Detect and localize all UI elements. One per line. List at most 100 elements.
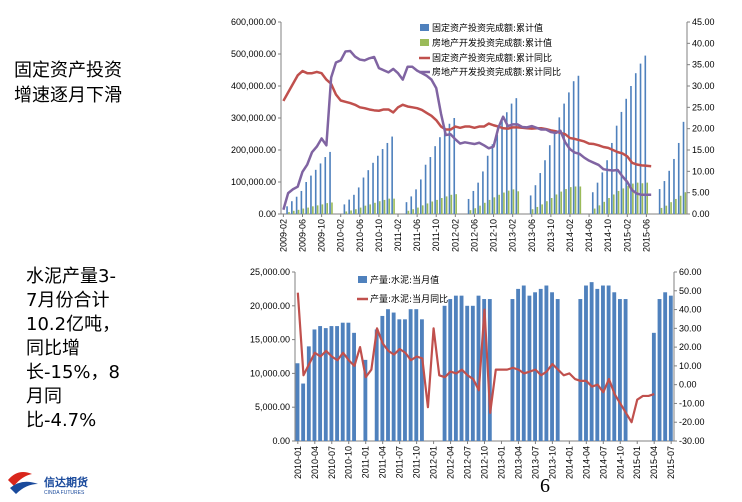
y-right-tick-label: 0.00 — [692, 209, 710, 219]
y-left-tick-label: 20,000.00 — [250, 301, 290, 311]
bar-secondary — [350, 210, 352, 214]
legend-label-fai-cumulative: 固定资产投资完成额:累计值 — [432, 22, 543, 34]
x-tick-label: 2012-10 — [489, 219, 499, 252]
bar-secondary — [431, 201, 434, 214]
bar-secondary — [679, 195, 682, 214]
x-tick-label: 2015-06 — [641, 219, 651, 252]
bar-primary — [414, 309, 419, 441]
bar-secondary — [484, 202, 486, 214]
bar-secondary — [546, 201, 548, 214]
bar-secondary — [441, 198, 443, 214]
bar-primary — [312, 329, 317, 441]
bar-primary — [630, 86, 632, 214]
bar-secondary — [498, 194, 500, 214]
bar-secondary — [536, 206, 539, 214]
bar-primary — [319, 163, 322, 214]
bar-primary — [639, 63, 642, 214]
x-tick-label: 2011-04 — [378, 446, 388, 478]
bar-primary — [589, 282, 594, 441]
bar-secondary — [660, 207, 663, 214]
bar-primary — [472, 190, 475, 214]
legend-label-cement-yoy: 产量:水泥:当月同比 — [370, 293, 448, 305]
bar-primary — [377, 155, 379, 214]
bar-secondary — [612, 194, 615, 214]
x-tick-label: 2013-10 — [546, 219, 556, 252]
bar-primary — [408, 309, 413, 441]
bar-primary — [318, 326, 323, 441]
bar-primary — [651, 332, 656, 441]
bar-secondary — [417, 207, 419, 214]
line-series-3 — [282, 49, 652, 211]
x-tick-label: 2015-02 — [622, 219, 632, 252]
bar-secondary — [321, 204, 324, 214]
bar-secondary — [426, 203, 429, 214]
cinda-futures-logo: 信达期货 CINDA FUTURES — [8, 472, 88, 496]
y-left-tick-label: 5,000.00 — [255, 402, 290, 412]
bar-secondary — [436, 199, 438, 214]
bar-primary — [380, 315, 385, 441]
bar-primary — [612, 292, 617, 441]
x-tick-label: 2015-04 — [649, 446, 659, 479]
bar-secondary — [312, 206, 314, 214]
bar-primary — [300, 190, 303, 214]
x-tick-label: 2010-04 — [310, 446, 320, 479]
bar-secondary — [302, 208, 305, 214]
bar-primary — [335, 326, 340, 441]
y-right-tick-label: 10.00 — [679, 361, 702, 371]
x-tick-label: 2014-10 — [615, 446, 625, 479]
bar-primary — [578, 299, 583, 441]
bar-primary — [538, 288, 543, 441]
bar-primary — [329, 326, 334, 441]
bar-secondary — [632, 183, 634, 214]
bar-primary — [348, 199, 350, 214]
bar-primary — [429, 157, 432, 214]
bar-primary — [363, 359, 368, 441]
bar-secondary — [383, 199, 386, 214]
y-left-tick-label: 600,000.00 — [231, 17, 276, 27]
bar-primary — [510, 103, 513, 214]
bar-primary — [657, 299, 662, 441]
bar-primary — [510, 299, 515, 441]
bar-primary — [606, 285, 611, 441]
line-series-2 — [282, 69, 652, 168]
y-left-tick-label: 25,000.00 — [250, 267, 290, 277]
bar-primary — [595, 288, 600, 441]
bar-secondary — [598, 205, 601, 214]
y-right-tick-label: 5.00 — [692, 188, 710, 198]
bar-primary — [677, 142, 680, 214]
bar-primary — [405, 202, 408, 214]
bar-primary — [606, 160, 608, 214]
bar-secondary — [574, 186, 577, 214]
bar-primary — [448, 123, 451, 214]
bar-secondary — [469, 210, 472, 214]
slide-title-cement: 水泥产量3-7月份合计10.2亿吨，同比增长-15%，8月同比-4.7% — [26, 266, 121, 431]
y-left-tick-label: 200,000.00 — [231, 145, 276, 155]
y-right-tick-label: 15.00 — [692, 145, 715, 155]
legend-label-cement-monthly: 产量:水泥:当月值 — [370, 274, 439, 286]
bar-primary — [314, 169, 317, 214]
bar-primary — [439, 137, 441, 214]
bar-primary — [577, 75, 580, 214]
y-left-tick-label: 300,000.00 — [231, 113, 276, 123]
x-tick-label: 2009-02 — [278, 219, 288, 252]
x-tick-label: 2015-07 — [666, 446, 676, 479]
bar-primary — [420, 319, 424, 441]
bar-secondary — [627, 185, 629, 214]
bar-primary — [391, 136, 393, 214]
bar-secondary — [507, 190, 510, 214]
x-tick-label: 2013-04 — [513, 446, 523, 479]
x-tick-label: 2013-07 — [530, 446, 540, 479]
bar-primary — [563, 103, 565, 214]
x-tick-label: 2014-10 — [603, 219, 613, 252]
y-left-tick-label: 15,000.00 — [250, 335, 290, 345]
bar-primary — [381, 149, 384, 214]
logo-en-text: CINDA FUTURES — [44, 490, 85, 496]
y-right-tick-label: -30.00 — [679, 436, 705, 446]
bar-primary — [467, 198, 470, 214]
bar-secondary — [565, 189, 567, 214]
bar-primary — [448, 299, 453, 441]
bar-secondary — [412, 209, 414, 214]
x-tick-label: 2011-07 — [395, 446, 405, 478]
bar-primary — [529, 195, 532, 214]
legend-swatch-fai-cumulative — [420, 24, 429, 31]
